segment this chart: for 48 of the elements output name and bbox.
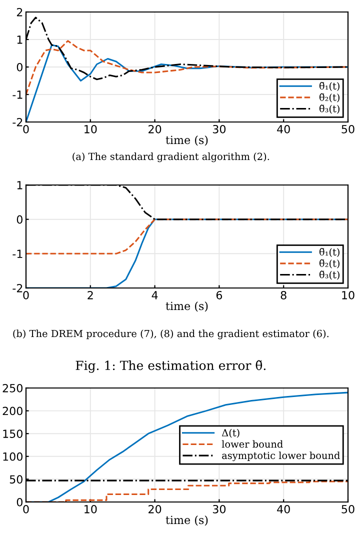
legend-label: θ̃₁(t) [319, 248, 340, 258]
x-tick-label: 20 [148, 124, 162, 134]
x-tick-label: 0 [23, 124, 29, 134]
y-tick-label: 2 [16, 8, 22, 16]
y-tick-label: 150 [3, 430, 22, 438]
x-tick-label: 40 [277, 124, 290, 134]
x-tick-label: 40 [277, 504, 290, 514]
y-tick-label: 100 [3, 452, 22, 461]
y-tick-label: 0 [16, 498, 22, 506]
x-tick-label: 2 [88, 290, 93, 300]
text: (a) The standard gradient algorithm (2). [72, 152, 270, 162]
y-tick-label: 1 [17, 181, 22, 190]
y-tick-label: 0 [16, 62, 22, 72]
y-tick-label: -2 [12, 284, 22, 292]
x-tick-label: 50 [342, 124, 354, 134]
x-tick-label: 4 [152, 291, 158, 300]
text: (b) The DREM procedure (7), (8) and the gradient estimator (6). [13, 330, 328, 340]
legend-label: θ̃₂(t) [319, 259, 340, 268]
x-axis-title: time (s) [166, 302, 208, 312]
legend-label: θ̃₂(t) [319, 93, 340, 102]
x-axis-title: time (s) [166, 516, 208, 526]
y-tick-label: -1 [12, 90, 22, 99]
y-tick-label: 200 [2, 406, 22, 416]
legend-label: lower bound [222, 440, 283, 448]
y-tick-label: 1 [17, 36, 22, 44]
x-tick-label: 0 [23, 504, 29, 514]
x-axis-title: time (s) [166, 136, 208, 146]
y-tick-label: -2 [12, 118, 22, 126]
x-tick-label: 6 [216, 290, 222, 300]
x-tick-label: 20 [148, 504, 162, 514]
x-tick-label: 10 [84, 504, 97, 514]
x-tick-label: 10 [84, 124, 97, 134]
x-tick-label: 30 [212, 504, 226, 514]
legend-label: Δ(t) [222, 428, 240, 438]
x-tick-label: 50 [342, 504, 354, 514]
legend-label: θ̃₁(t) [319, 82, 340, 92]
legend-label: asymptotic lower bound [222, 452, 340, 462]
x-tick-label: 0 [23, 290, 29, 300]
x-tick-label: 8 [280, 290, 286, 300]
x-tick-label: 10 [342, 290, 354, 300]
legend-label: θ̃₃(t) [319, 270, 340, 280]
y-tick-label: 50 [10, 475, 22, 484]
y-tick-label: -1 [12, 250, 22, 258]
legend-label: θ̃₃(t) [319, 104, 340, 114]
y-tick-label: 250 [2, 384, 22, 392]
y-tick-label: 0 [16, 215, 22, 224]
x-tick-label: 30 [212, 124, 226, 134]
caption: Fig. 1: The estimation error θ̃. [76, 360, 266, 373]
